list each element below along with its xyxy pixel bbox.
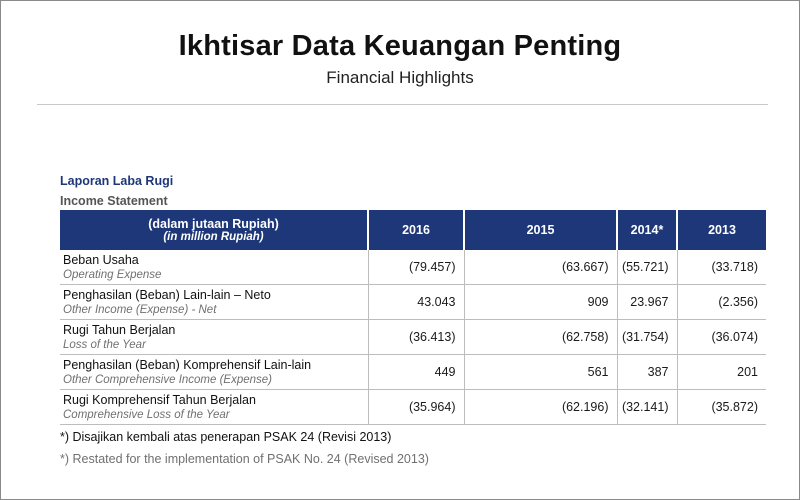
page-subtitle: Financial Highlights [326,68,474,87]
column-header-2015: 2015 [463,210,617,250]
value-cell: (36.074) [676,319,766,355]
table-row: Penghasilan (Beban) Lain-lain – Neto Oth… [60,284,766,320]
row-label: Rugi Komprehensif Tahun Berjalan [63,392,256,407]
row-label: Penghasilan (Beban) Lain-lain – Neto [63,287,271,302]
value-cell: 561 [463,354,617,390]
value-cell: 43.043 [367,284,464,320]
footnote-english: *) Restated for the implementation of PS… [60,452,429,466]
table-header-row: (dalam jutaan Rupiah) (in million Rupiah… [60,210,766,250]
row-label-cell: Beban Usaha Operating Expense [60,250,368,285]
column-header-2014: 2014* [616,210,677,250]
value-cell: (31.754) [616,319,677,355]
row-label-en: Other Comprehensive Income (Expense) [63,373,273,386]
row-label-cell: Penghasilan (Beban) Komprehensif Lain-la… [60,354,368,390]
value-cell: (55.721) [616,250,677,285]
row-label-cell: Rugi Tahun Berjalan Loss of the Year [60,319,368,355]
header-unit-cell: (dalam jutaan Rupiah) (in million Rupiah… [60,210,368,250]
row-label-en: Operating Expense [63,268,162,281]
value-cell: (35.964) [367,389,464,425]
value-cell: (32.141) [616,389,677,425]
row-label: Rugi Tahun Berjalan [63,322,176,337]
row-label: Beban Usaha [63,252,139,267]
table-row: Penghasilan (Beban) Komprehensif Lain-la… [60,354,766,390]
income-statement-table: (dalam jutaan Rupiah) (in million Rupiah… [60,210,766,425]
value-cell: (62.758) [463,319,617,355]
value-cell: (63.667) [463,250,617,285]
row-label-en: Other Income (Expense) - Net [63,303,217,316]
column-header-2016: 2016 [367,210,464,250]
column-header-2013: 2013 [676,210,766,250]
header-divider [37,104,768,105]
row-label-en: Loss of the Year [63,338,146,351]
header-unit-label-en: (in million Rupiah) [163,231,264,243]
value-cell: 449 [367,354,464,390]
table-row: Rugi Komprehensif Tahun Berjalan Compreh… [60,389,766,425]
value-cell: 23.967 [616,284,677,320]
value-cell: (36.413) [367,319,464,355]
row-label-cell: Penghasilan (Beban) Lain-lain – Neto Oth… [60,284,368,320]
value-cell: (2.356) [676,284,766,320]
table-row: Rugi Tahun Berjalan Loss of the Year (36… [60,319,766,355]
page-title: Ikhtisar Data Keuangan Penting [178,30,622,62]
value-cell: (62.196) [463,389,617,425]
row-label-en: Comprehensive Loss of the Year [63,408,230,421]
row-label: Penghasilan (Beban) Komprehensif Lain-la… [63,357,312,372]
value-cell: 909 [463,284,617,320]
row-label-cell: Rugi Komprehensif Tahun Berjalan Compreh… [60,389,368,425]
section-subtitle: Income Statement [60,194,168,208]
value-cell: (35.872) [676,389,766,425]
footnote-indonesian: *) Disajikan kembali atas penerapan PSAK… [60,430,392,444]
header-unit-label: (dalam jutaan Rupiah) [148,217,279,231]
section-title: Laporan Laba Rugi [60,174,174,188]
table-row: Beban Usaha Operating Expense (79.457) (… [60,250,766,285]
value-cell: (79.457) [367,250,464,285]
value-cell: (33.718) [676,250,766,285]
value-cell: 387 [616,354,677,390]
value-cell: 201 [676,354,766,390]
